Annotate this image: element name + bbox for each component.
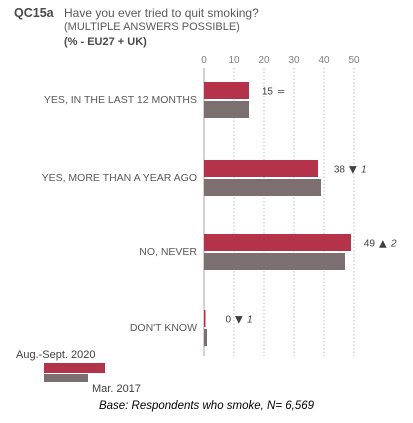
- value-label: 15: [262, 87, 274, 98]
- value-label: 38: [334, 165, 346, 176]
- x-tick-label: 50: [348, 55, 360, 66]
- bar-2017: [204, 253, 345, 270]
- base-note: Base: Respondents who smoke, N= 6,569: [98, 400, 315, 412]
- change-value: 1: [361, 165, 367, 176]
- x-tick-label: 40: [318, 55, 330, 66]
- question-title: Have you ever tried to quit smoking?: [64, 6, 259, 20]
- bar-2020: [204, 234, 351, 251]
- category-label: DON'T KNOW: [130, 322, 197, 334]
- change-symbol: =: [277, 87, 285, 98]
- change-value: 2: [390, 239, 397, 250]
- bar-2017: [204, 329, 207, 346]
- value-label: 49: [364, 239, 376, 250]
- question-subtitle: (MULTIPLE ANSWERS POSSIBLE): [64, 21, 240, 33]
- change-symbol: ▼: [349, 165, 357, 176]
- bar-2020: [204, 160, 318, 177]
- bar-2020: [204, 82, 249, 99]
- legend-swatch-2020: [44, 363, 105, 373]
- change-symbol: ▼: [235, 315, 243, 326]
- category-label: YES, IN THE LAST 12 MONTHS: [44, 94, 197, 106]
- bar-2020: [204, 310, 206, 327]
- change-symbol: ▲: [379, 239, 387, 250]
- change-value: 1: [247, 315, 253, 326]
- bar-2017: [204, 101, 249, 118]
- category-label: NO, NEVER: [139, 246, 197, 258]
- legend-swatch-2017: [44, 374, 88, 382]
- category-label: YES, MORE THAN A YEAR AGO: [42, 172, 197, 184]
- x-tick-label: 20: [258, 55, 270, 66]
- value-label: 0: [225, 315, 231, 326]
- x-tick-label: 0: [201, 55, 207, 66]
- bar-2017: [204, 179, 321, 196]
- x-tick-label: 10: [228, 55, 240, 66]
- question-code: QC15a: [14, 6, 54, 20]
- question-scope: (% - EU27 + UK): [64, 36, 147, 48]
- x-tick-label: 30: [288, 55, 300, 66]
- legend-label-2017: Mar. 2017: [92, 383, 141, 395]
- legend-label-2020: Aug.-Sept. 2020: [16, 349, 96, 361]
